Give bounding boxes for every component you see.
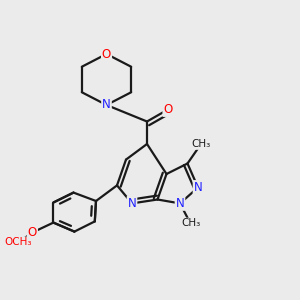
Text: OCH₃: OCH₃ bbox=[5, 237, 32, 248]
Text: N: N bbox=[128, 197, 136, 210]
Text: N: N bbox=[194, 181, 202, 194]
Text: O: O bbox=[28, 226, 37, 239]
Text: N: N bbox=[176, 197, 184, 210]
Text: O: O bbox=[164, 103, 172, 116]
Text: N: N bbox=[102, 98, 111, 112]
Text: CH₃: CH₃ bbox=[181, 218, 200, 229]
Text: CH₃: CH₃ bbox=[191, 139, 211, 149]
Text: O: O bbox=[102, 47, 111, 61]
